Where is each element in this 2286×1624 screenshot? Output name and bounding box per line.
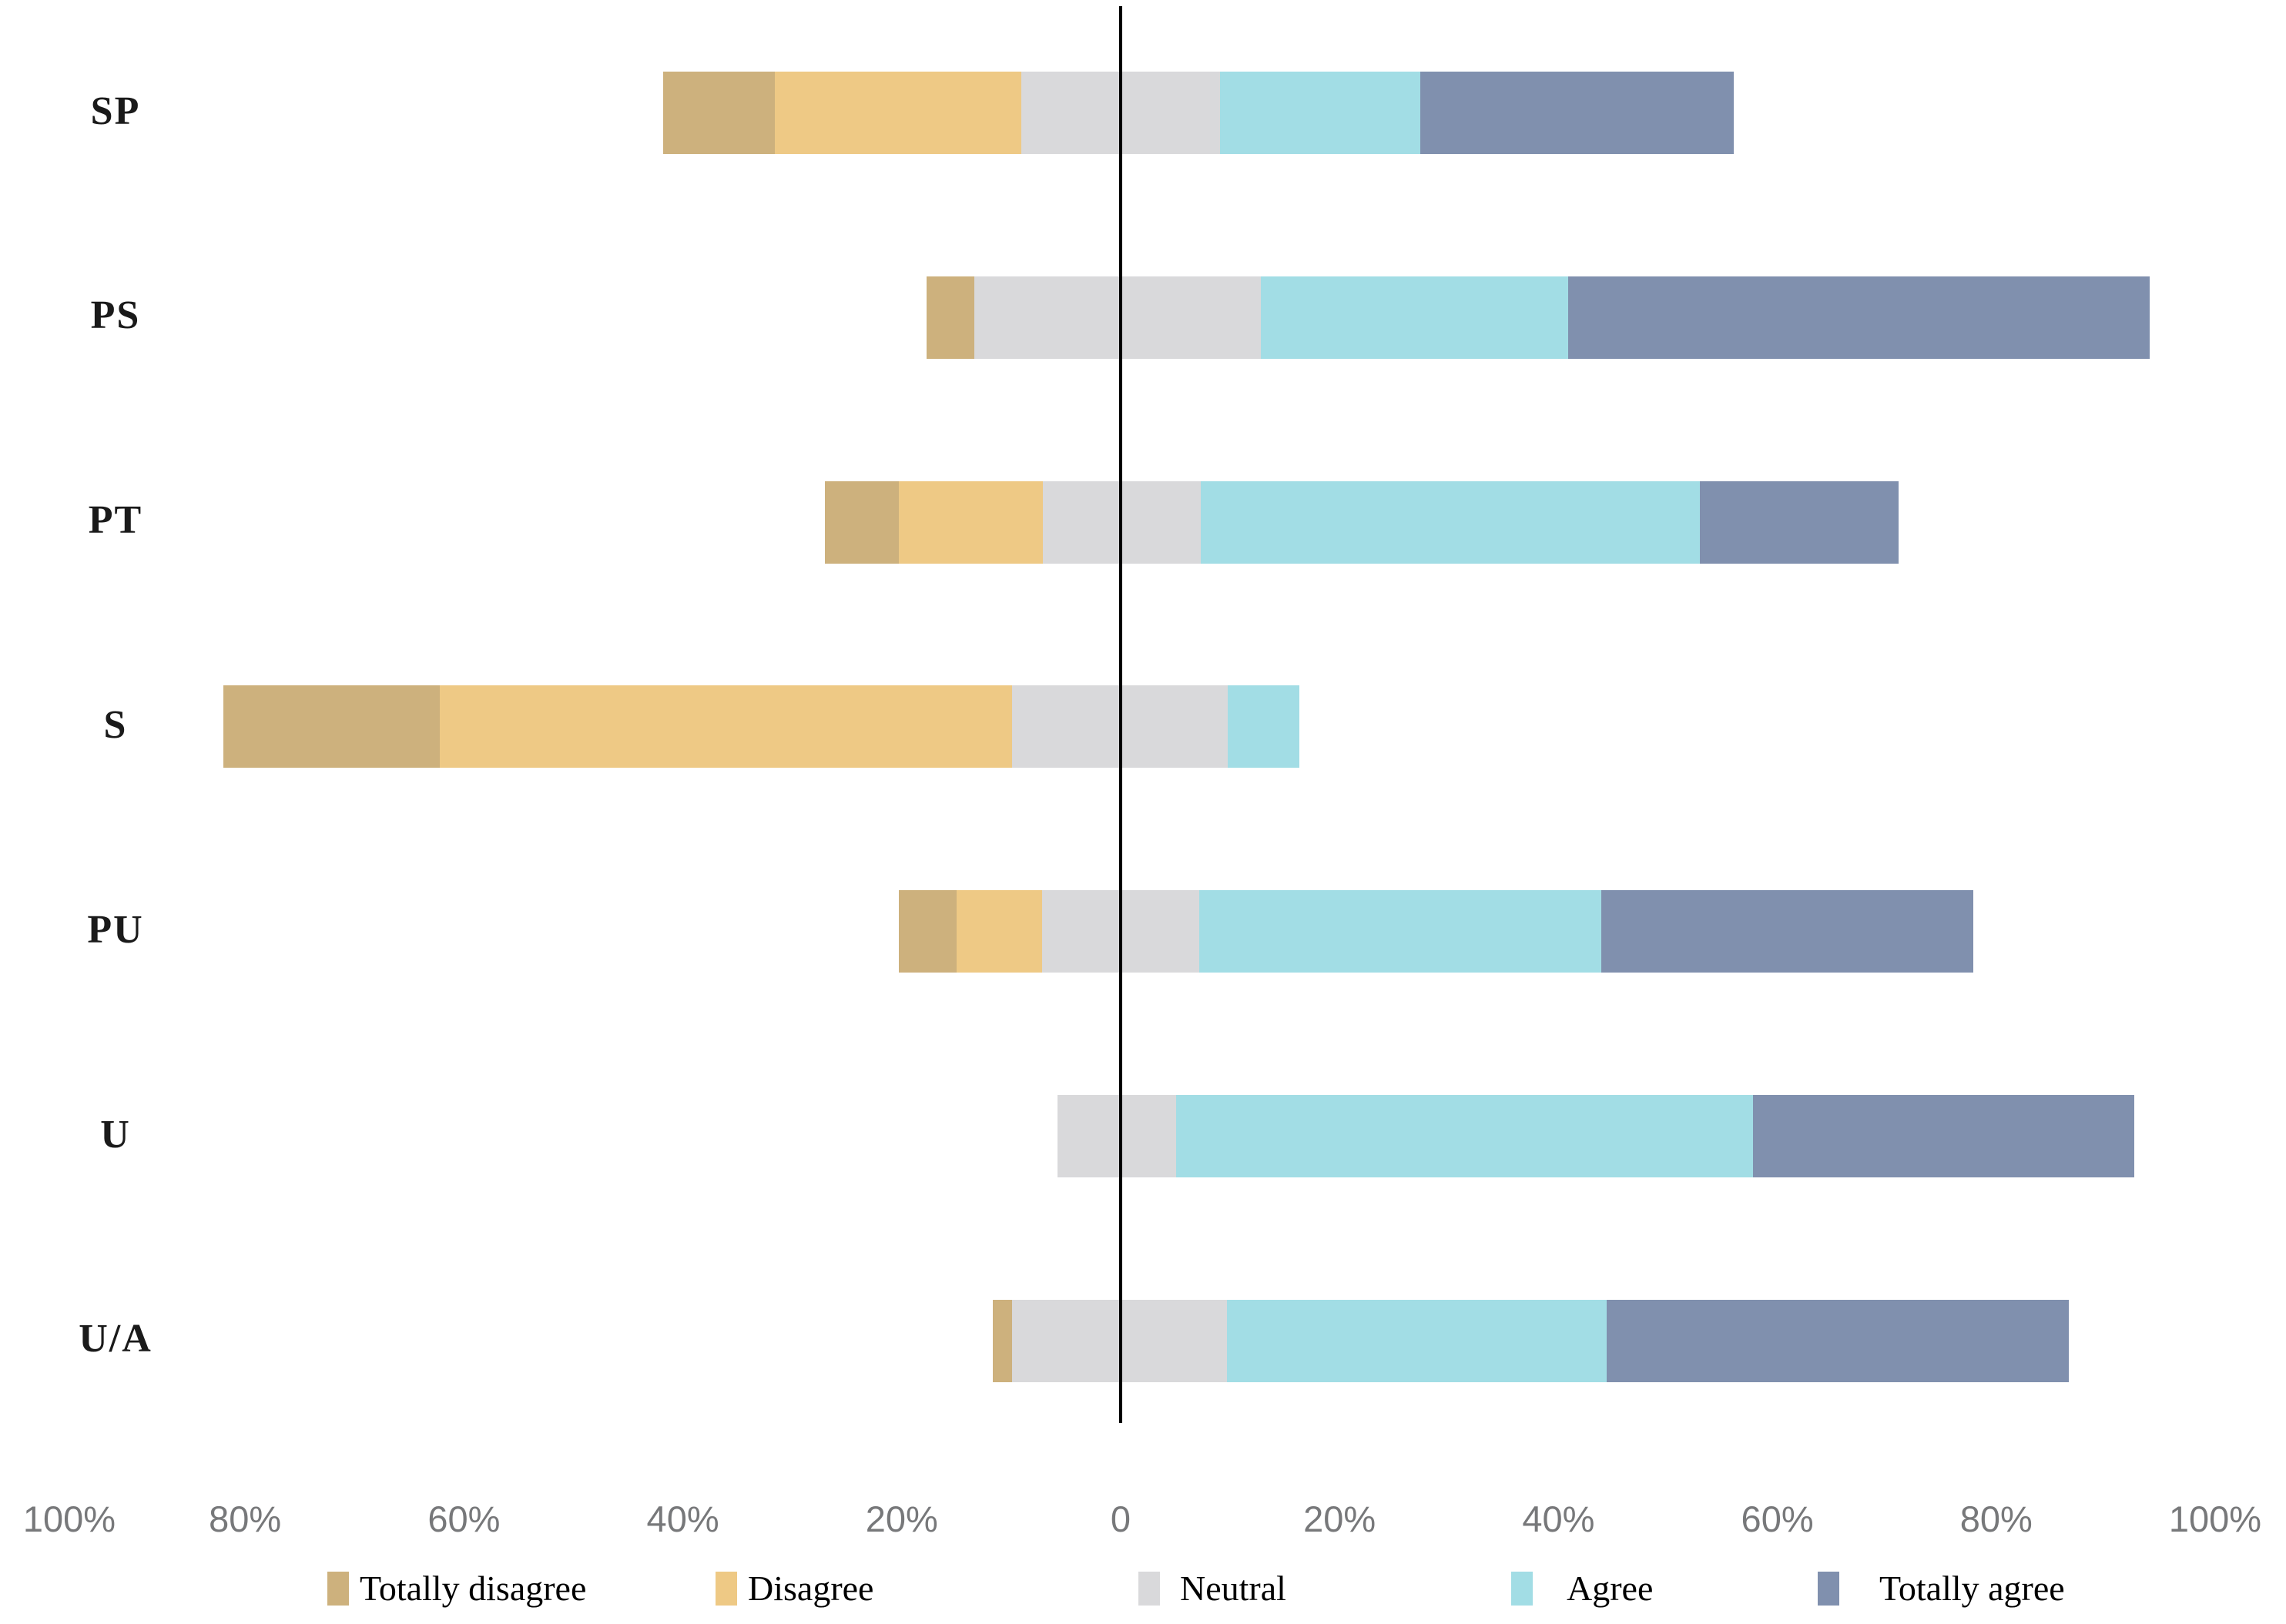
category-label: SP [90, 89, 141, 133]
bar-segment-totally-agree [1601, 890, 1973, 973]
zero-axis-line [1119, 6, 1122, 1423]
axis-tick-label: 60% [1741, 1498, 1814, 1539]
legend-swatch-agree [1511, 1571, 1533, 1606]
bar-segment-totally-disagree [223, 685, 441, 768]
bar-segment-disagree [956, 890, 1042, 973]
axis-tick-label: 0 [1110, 1498, 1131, 1539]
axis-tick-label: 80% [1959, 1498, 2033, 1539]
axis-tick-label: 100% [22, 1498, 116, 1539]
bar-segment-neutral-right [1121, 481, 1201, 564]
bar-segment-agree [1199, 890, 1601, 973]
legend-item: Totally agree [1818, 1568, 2065, 1609]
bar-segment-neutral-left [1043, 481, 1121, 564]
bar-segment-neutral-left [1057, 1095, 1121, 1177]
bar-segment-neutral-left [1041, 890, 1121, 973]
bar-segment-neutral-left [1012, 1299, 1121, 1382]
bar-segment-neutral-left [974, 276, 1121, 359]
legend-item: Agree [1511, 1568, 1653, 1609]
bar-segment-agree [1260, 276, 1569, 359]
bar-segment-neutral-right [1121, 276, 1261, 359]
axis-tick-label: 40% [1522, 1498, 1595, 1539]
legend-item: Disagree [716, 1568, 873, 1609]
legend-item: Neutral [1138, 1568, 1286, 1609]
bar-segment-disagree [440, 685, 1013, 768]
category-label: PT [88, 498, 143, 543]
bar-segment-neutral-right [1121, 890, 1200, 973]
legend-label: Neutral [1180, 1569, 1286, 1608]
legend-label: Disagree [748, 1569, 874, 1608]
bar-segment-totally-disagree [825, 481, 899, 564]
bar-segment-totally-agree [1568, 276, 2150, 359]
axis-tick-label: 100% [2168, 1498, 2262, 1539]
axis-tick-label: 20% [1303, 1498, 1376, 1539]
category-label: PU [87, 907, 144, 952]
bar-segment-totally-disagree [898, 890, 957, 973]
bar-segment-neutral-right [1121, 685, 1228, 768]
category-label: U [100, 1112, 131, 1157]
bar-segment-neutral-right [1121, 1299, 1227, 1382]
legend-swatch-totally-agree [1818, 1571, 1839, 1606]
axis-tick-label: 80% [209, 1498, 282, 1539]
legend-item: Totally disagree [327, 1568, 586, 1609]
legend-label: Totally agree [1879, 1569, 2065, 1608]
bar-segment-totally-agree [1606, 1299, 2069, 1382]
axis-tick-label: 60% [427, 1498, 501, 1539]
bar-segment-totally-agree [1420, 72, 1734, 154]
axis-tick-label: 20% [865, 1498, 938, 1539]
bar-segment-agree [1228, 685, 1299, 768]
bar-segment-neutral-left [1012, 685, 1121, 768]
axis-tick-label: 40% [646, 1498, 719, 1539]
bar-segment-disagree [774, 72, 1021, 154]
bar-segment-agree [1226, 1299, 1607, 1382]
bar-segment-neutral-left [1021, 72, 1121, 154]
category-label: U/A [79, 1317, 153, 1361]
bar-segment-totally-disagree [927, 276, 974, 359]
bar-segment-agree [1176, 1095, 1754, 1177]
legend-label: Totally disagree [360, 1569, 587, 1608]
category-label: PS [90, 293, 141, 338]
bar-segment-totally-disagree [992, 1299, 1013, 1382]
legend-swatch-neutral [1138, 1571, 1160, 1606]
bar-segment-totally-agree [1699, 481, 1899, 564]
legend-swatch-totally-disagree [327, 1571, 349, 1606]
bar-segment-neutral-right [1121, 72, 1221, 154]
legend-swatch-disagree [716, 1571, 737, 1606]
bar-segment-totally-disagree [663, 72, 775, 154]
bar-segment-agree [1200, 481, 1700, 564]
bar-segment-disagree [898, 481, 1044, 564]
bar-segment-agree [1220, 72, 1421, 154]
category-label: S [103, 702, 128, 747]
bar-segment-neutral-right [1121, 1095, 1177, 1177]
legend-label: Agree [1567, 1569, 1654, 1608]
bar-segment-totally-agree [1753, 1095, 2134, 1177]
